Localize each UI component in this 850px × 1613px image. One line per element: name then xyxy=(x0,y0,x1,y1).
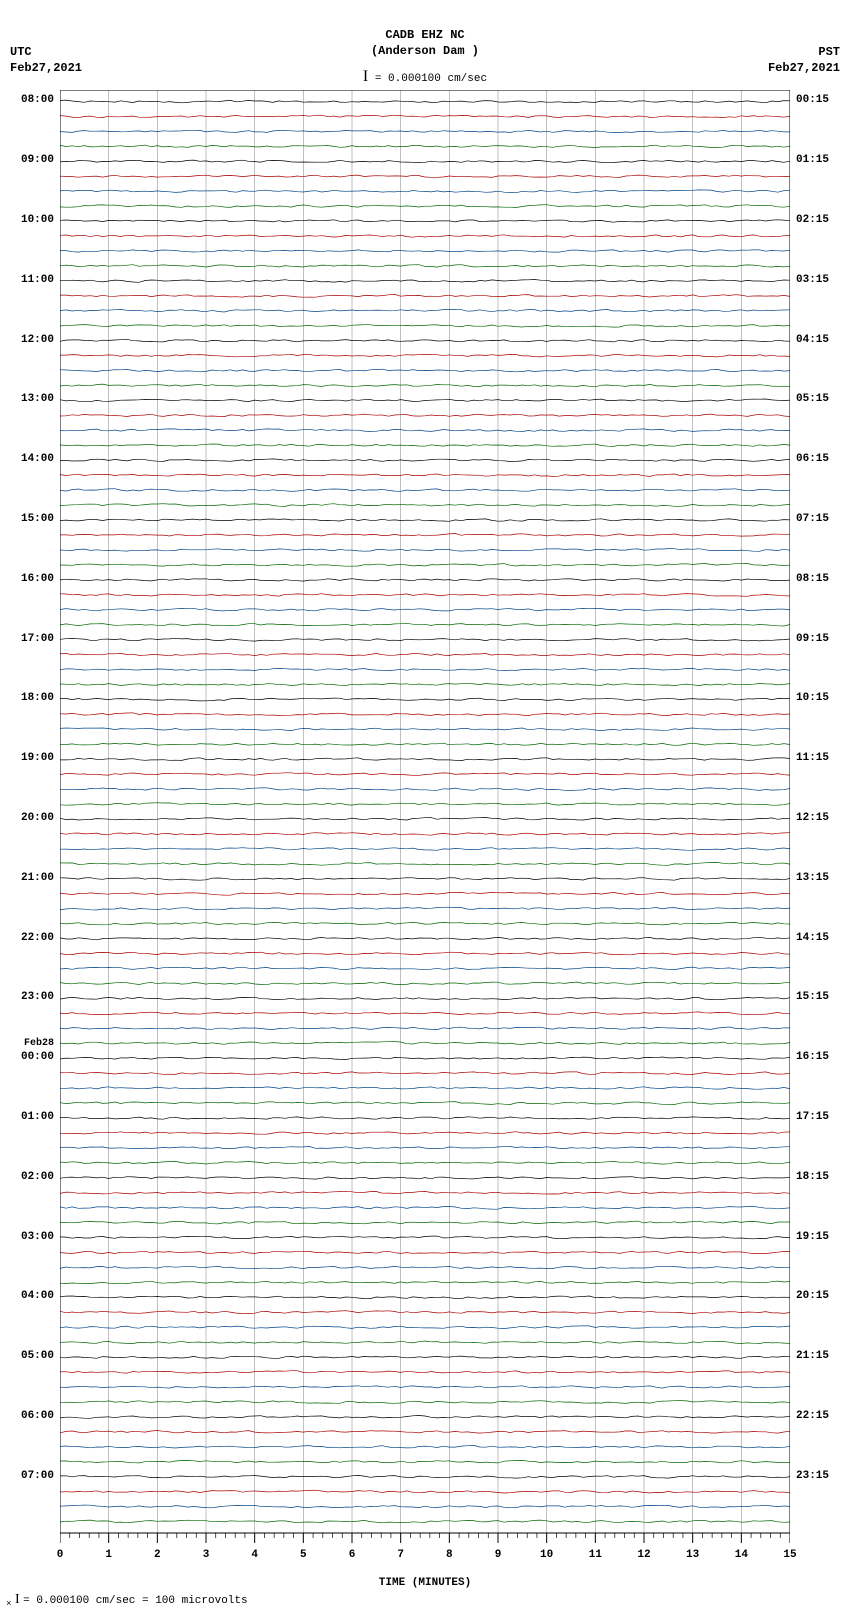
utc-label: 12:00 xyxy=(21,334,54,346)
x-tick-label: 4 xyxy=(251,1549,258,1561)
utc-time-labels: 08:00 09:00 10:00 11:00 12:00 13:00 14:00 15:00… xyxy=(0,90,58,1533)
utc-label: 08:00 xyxy=(21,94,54,106)
pst-label: 15:15 xyxy=(796,991,829,1003)
x-axis-title: TIME (MINUTES) xyxy=(0,1577,850,1589)
pst-label: 14:15 xyxy=(796,932,829,944)
scale-indicator: I = 0.000100 cm/sec xyxy=(0,68,850,86)
pst-label: 22:15 xyxy=(796,1410,829,1422)
seismogram-plot xyxy=(60,90,790,1533)
utc-label: 22:00 xyxy=(21,932,54,944)
x-tick-label: 6 xyxy=(349,1549,356,1561)
x-tick-label: 5 xyxy=(300,1549,307,1561)
x-tick-label: 2 xyxy=(154,1549,161,1561)
utc-label: 00:00 xyxy=(21,1051,54,1063)
x-tick-label: 1 xyxy=(105,1549,112,1561)
right-tz: PST xyxy=(768,45,840,61)
station-id: CADB EHZ NC xyxy=(0,28,850,44)
pst-label: 03:15 xyxy=(796,274,829,286)
x-tick-label: 9 xyxy=(495,1549,502,1561)
pst-label: 01:15 xyxy=(796,154,829,166)
utc-label: 06:00 xyxy=(21,1410,54,1422)
utc-label: 16:00 xyxy=(21,573,54,585)
pst-label: 09:15 xyxy=(796,633,829,645)
pst-label: 05:15 xyxy=(796,393,829,405)
pst-label: 12:15 xyxy=(796,812,829,824)
pst-label: 11:15 xyxy=(796,752,829,764)
utc-label: 15:00 xyxy=(21,513,54,525)
pst-label: 13:15 xyxy=(796,872,829,884)
footer-text: = 0.000100 cm/sec = 100 microvolts xyxy=(23,1595,247,1607)
x-tick-label: 12 xyxy=(637,1549,650,1561)
utc-label: 18:00 xyxy=(21,692,54,704)
pst-time-labels: 00:15 01:15 02:15 03:15 04:15 05:15 06:15 07:15… xyxy=(792,90,850,1533)
utc-label: 19:00 xyxy=(21,752,54,764)
x-axis: 0123456789101112131415 xyxy=(60,1533,790,1573)
left-tz: UTC xyxy=(10,45,82,61)
utc-label: 09:00 xyxy=(21,154,54,166)
pst-label: 02:15 xyxy=(796,214,829,226)
x-tick-label: 3 xyxy=(203,1549,210,1561)
x-tick-label: 7 xyxy=(397,1549,404,1561)
utc-label: 05:00 xyxy=(21,1350,54,1362)
utc-label: 02:00 xyxy=(21,1171,54,1183)
x-tick-label: 14 xyxy=(735,1549,748,1561)
seismogram-container: CADB EHZ NC (Anderson Dam ) UTC Feb27,20… xyxy=(0,0,850,1613)
x-tick-label: 10 xyxy=(540,1549,553,1561)
utc-label: 01:00 xyxy=(21,1111,54,1123)
plot-area xyxy=(60,90,790,1533)
utc-label: 03:00 xyxy=(21,1231,54,1243)
utc-label: 07:00 xyxy=(21,1470,54,1482)
utc-label: 20:00 xyxy=(21,812,54,824)
utc-label: 11:00 xyxy=(21,274,54,286)
date-break-label: Feb28 xyxy=(24,1038,54,1049)
pst-label: 08:15 xyxy=(796,573,829,585)
utc-label: 13:00 xyxy=(21,393,54,405)
utc-label: 14:00 xyxy=(21,453,54,465)
pst-label: 07:15 xyxy=(796,513,829,525)
utc-label: 23:00 xyxy=(21,991,54,1003)
pst-label: 19:15 xyxy=(796,1231,829,1243)
pst-label: 21:15 xyxy=(796,1350,829,1362)
x-tick-label: 15 xyxy=(783,1549,796,1561)
pst-label: 04:15 xyxy=(796,334,829,346)
utc-label: 17:00 xyxy=(21,633,54,645)
pst-label: 10:15 xyxy=(796,692,829,704)
x-tick-label: 0 xyxy=(57,1549,64,1561)
station-name: (Anderson Dam ) xyxy=(0,44,850,60)
footer: × I = 0.000100 cm/sec = 100 microvolts xyxy=(6,1592,248,1609)
pst-label: 16:15 xyxy=(796,1051,829,1063)
pst-label: 20:15 xyxy=(796,1290,829,1302)
x-tick-label: 11 xyxy=(589,1549,602,1561)
x-tick-label: 13 xyxy=(686,1549,699,1561)
pst-label: 18:15 xyxy=(796,1171,829,1183)
utc-label: 10:00 xyxy=(21,214,54,226)
utc-label: 21:00 xyxy=(21,872,54,884)
scale-text: = 0.000100 cm/sec xyxy=(375,73,487,85)
pst-label: 00:15 xyxy=(796,94,829,106)
utc-label: 04:00 xyxy=(21,1290,54,1302)
pst-label: 23:15 xyxy=(796,1470,829,1482)
x-tick-label: 8 xyxy=(446,1549,453,1561)
header-center: CADB EHZ NC (Anderson Dam ) xyxy=(0,28,850,59)
pst-label: 06:15 xyxy=(796,453,829,465)
pst-label: 17:15 xyxy=(796,1111,829,1123)
